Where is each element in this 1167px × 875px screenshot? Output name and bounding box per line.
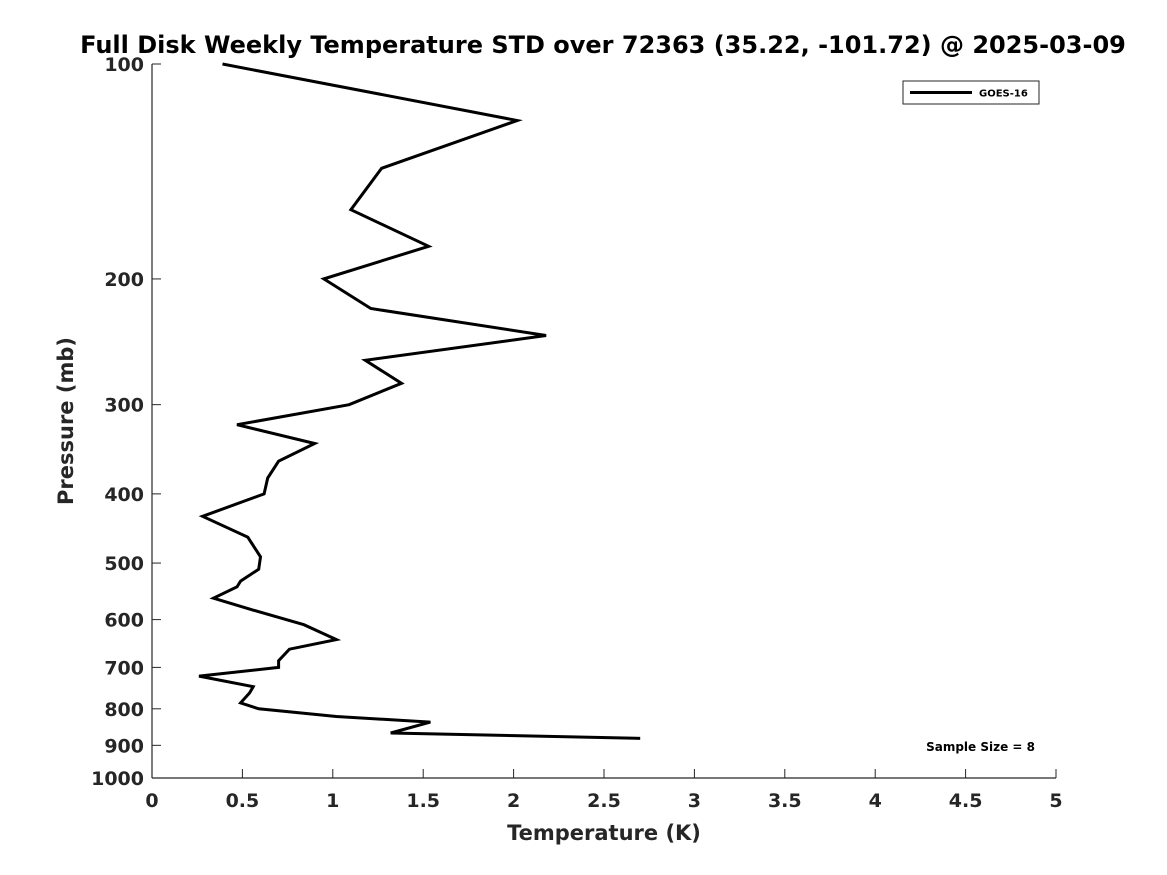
x-tick-label: 2 [507,790,520,812]
plot-area: 0 0.5 1 1.5 2 2.5 3 3.5 4 4.5 5 100 200 300 400 500 600… [91,54,1063,812]
sample-size-annotation: Sample Size = 8 [926,740,1035,754]
x-tick-label: 0.5 [226,790,260,812]
chart-title: Full Disk Weekly Temperature STD over 72… [80,31,1126,59]
y-tick-label: 300 [104,395,144,417]
y-tick-label: 800 [104,699,144,721]
x-tick-label: 1.5 [406,790,440,812]
x-tick-label: 4.5 [949,790,983,812]
series-line-goes16 [198,62,641,740]
y-tick-label: 200 [104,269,144,291]
x-tick-label: 5 [1049,790,1062,812]
y-tick-label: 700 [104,657,144,679]
x-tick-label: 4 [869,790,882,812]
y-tick-label: 100 [104,54,144,76]
y-ticks: 100 200 300 400 500 600 700 800 900 1000 [91,54,161,790]
y-tick-label: 900 [104,735,144,757]
y-tick-label: 600 [104,610,144,632]
x-tick-label: 3 [688,790,701,812]
x-tick-label: 2.5 [587,790,621,812]
y-tick-label: 1000 [91,768,144,790]
legend-label: GOES-16 [979,89,1028,100]
x-tick-label: 3.5 [768,790,802,812]
legend: GOES-16 [902,80,1040,105]
x-axis-label: Temperature (K) [507,821,701,845]
y-tick-label: 400 [104,484,144,506]
x-tick-label: 0 [145,790,158,812]
x-tick-label: 1 [326,790,339,812]
x-ticks: 0 0.5 1 1.5 2 2.5 3 3.5 4 4.5 5 [145,769,1063,812]
y-tick-label: 500 [104,553,144,575]
y-axis-label: Pressure (mb) [54,337,78,505]
